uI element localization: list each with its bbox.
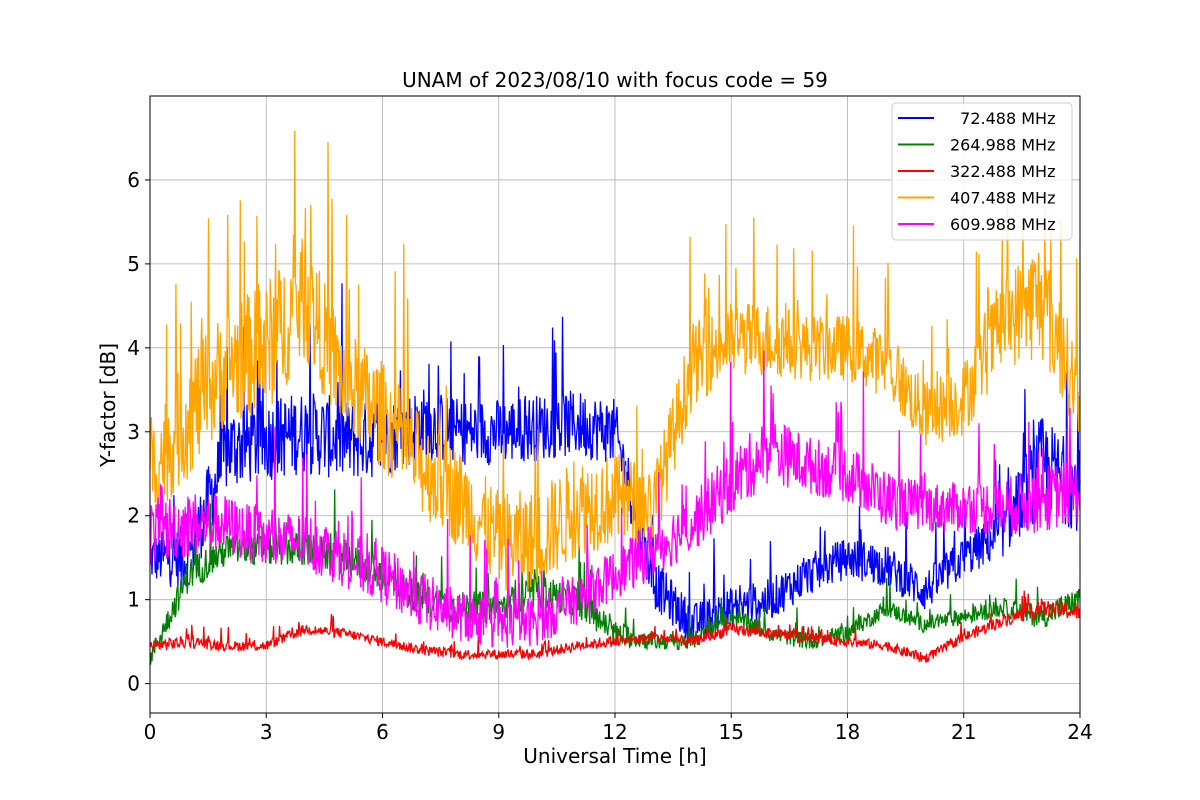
x-tick-label: 24 [1067,720,1092,744]
y-tick-label: 2 [127,504,140,528]
legend-label-2: 322.488 MHz [950,162,1055,181]
series-line-2 [149,590,1081,663]
y-tick-label: 0 [127,672,140,696]
chart-title: UNAM of 2023/08/10 with focus code = 59 [402,68,828,92]
series-layer [149,130,1081,665]
x-tick-label: 6 [376,720,389,744]
y-tick-label: 6 [127,168,140,192]
legend-box [891,102,1073,241]
y-axis-label: Y-factor [dB] [96,343,120,468]
legend: 72.488 MHz 264.988 MHz 322.488 MHz 407.488 … [891,102,1073,241]
legend-label-1: 264.988 MHz [950,136,1055,155]
legend-label-0: 72.488 MHz [950,109,1055,128]
x-tick-label: 18 [835,720,860,744]
x-tick-label: 21 [951,720,976,744]
series-line-3 [149,130,1081,591]
x-tick-label: 9 [492,720,505,744]
legend-label-4: 609.988 MHz [950,215,1055,234]
series-line-4 [149,350,1081,648]
x-tick-label: 0 [144,720,157,744]
legend-label-3: 407.488 MHz [950,189,1055,208]
x-tick-label: 15 [719,720,744,744]
y-tick-label: 4 [127,336,140,360]
x-axis-label: Universal Time [h] [523,744,706,768]
x-axis: 0 3 6 9 12 15 18 21 24 [144,713,1093,744]
x-tick-label: 12 [602,720,627,744]
y-tick-label: 3 [127,420,140,444]
x-tick-label: 3 [260,720,273,744]
y-axis: 0 1 2 3 4 5 6 [127,168,150,696]
y-tick-label: 5 [127,252,140,276]
y-tick-label: 1 [127,588,140,612]
series-line-0 [149,283,1081,643]
